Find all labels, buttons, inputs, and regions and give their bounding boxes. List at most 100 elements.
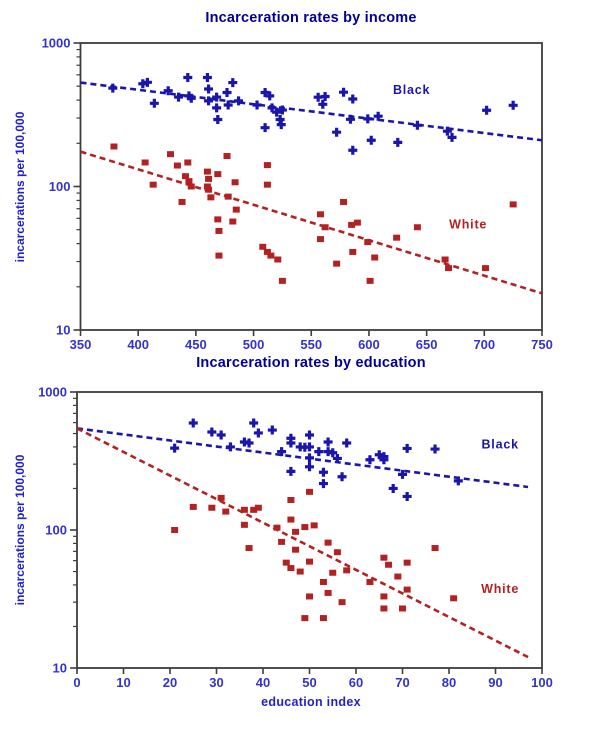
data-point-black [453, 476, 463, 486]
data-point-black [108, 83, 118, 93]
data-point-black [402, 443, 412, 453]
trend-line-white [76, 427, 529, 659]
data-point-white [267, 252, 275, 259]
data-point-white [366, 277, 374, 284]
data-point-black [348, 145, 358, 155]
data-point-black [174, 92, 184, 102]
data-point-black [277, 105, 287, 115]
data-point-white [450, 595, 458, 602]
data-point-black [442, 126, 452, 136]
data-point-black [149, 98, 159, 108]
data-point-white [187, 183, 195, 190]
x-tick-label: 40 [256, 675, 270, 690]
data-point-white [509, 201, 517, 208]
data-point-black [142, 77, 152, 87]
data-point-white [282, 559, 290, 566]
data-point-black [286, 466, 296, 476]
data-point-black [373, 111, 383, 121]
data-point-black [447, 132, 457, 142]
data-point-white [287, 516, 295, 523]
data-point-black [202, 72, 212, 82]
data-point-black [212, 103, 222, 113]
data-point-white [229, 218, 237, 225]
data-point-white [215, 227, 223, 234]
y-tick-label: 1000 [38, 385, 67, 400]
data-point-white [184, 159, 192, 166]
data-point-black [252, 100, 262, 110]
data-point-white [203, 168, 211, 175]
data-point-black [276, 120, 286, 130]
data-point-black [213, 115, 223, 125]
data-point-white [214, 171, 222, 178]
data-point-black [388, 483, 398, 493]
data-point-white [223, 153, 231, 160]
trend-line-black [80, 81, 543, 142]
data-point-white [181, 173, 189, 180]
data-point-white [273, 524, 281, 531]
data-point-black [366, 135, 376, 145]
data-point-white [348, 221, 356, 228]
data-point-black [328, 448, 338, 458]
x-tick-label: 30 [209, 675, 223, 690]
data-point-white [306, 558, 313, 565]
data-point-white [224, 193, 232, 200]
y-tick-label: 100 [49, 179, 71, 194]
data-point-black [337, 472, 347, 482]
data-point-black [363, 114, 373, 124]
data-point-white [319, 615, 327, 622]
x-tick-label: 100 [531, 675, 553, 690]
data-point-white [380, 605, 388, 612]
data-point-white [431, 545, 439, 552]
data-point-black [272, 107, 282, 117]
data-point-white [278, 538, 286, 545]
x-tick-label: 500 [243, 337, 265, 352]
data-point-white [189, 503, 197, 510]
data-point-white [263, 248, 271, 255]
data-point-black [482, 105, 492, 115]
data-point-white [333, 549, 341, 556]
data-point-white [259, 243, 267, 250]
data-point-white [393, 234, 401, 241]
data-point-white [306, 593, 313, 600]
data-point-white [338, 599, 346, 606]
data-point-white [287, 565, 295, 572]
data-point-white [296, 568, 304, 575]
data-point-black [222, 87, 232, 97]
data-point-white [217, 494, 225, 501]
data-point-black [332, 453, 342, 463]
y-tick-label: 1000 [42, 36, 71, 51]
data-point-black [318, 99, 328, 109]
data-point-white [254, 504, 262, 511]
x-tick-label: 90 [488, 675, 502, 690]
data-point-white [324, 589, 332, 596]
data-point-white [306, 488, 313, 495]
data-point-black [249, 418, 259, 428]
data-point-black [379, 452, 389, 462]
data-point-black [186, 93, 196, 103]
x-tick-label: 10 [116, 675, 130, 690]
data-point-white [205, 186, 213, 193]
data-point-black [398, 469, 407, 479]
data-point-white [343, 567, 351, 574]
series-label-black: Black [393, 83, 430, 97]
x-tick-label: 50 [302, 675, 316, 690]
data-point-white [149, 181, 157, 188]
data-point-black [223, 100, 233, 110]
data-point-white [274, 256, 282, 263]
chart2-x-axis-label: education index [261, 695, 361, 709]
data-point-black [183, 72, 193, 82]
x-tick-label: 350 [70, 337, 92, 352]
y-tick-label: 10 [56, 323, 70, 338]
data-point-white [263, 181, 271, 188]
data-point-white [321, 224, 329, 231]
data-point-white [171, 527, 179, 533]
data-point-white [215, 252, 223, 259]
data-point-white [403, 559, 411, 566]
data-point-white [231, 179, 239, 186]
x-tick-label: 70 [395, 675, 409, 690]
y-tick-label: 10 [53, 661, 67, 676]
data-point-black [234, 96, 244, 106]
data-point-white [222, 508, 230, 515]
